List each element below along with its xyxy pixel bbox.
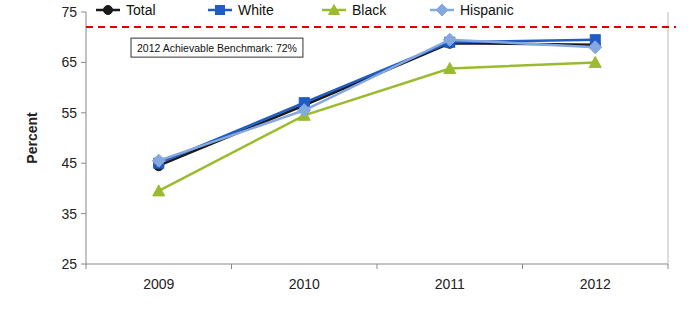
legend-marker bbox=[329, 5, 340, 15]
y-tick-label: 25 bbox=[61, 256, 77, 272]
chart: 25 35 45 55 65 75 Percent 2009 2010 2011 2012 2012 … bbox=[0, 0, 690, 309]
series-line bbox=[159, 43, 596, 165]
series-line bbox=[159, 40, 596, 163]
y-tick bbox=[81, 213, 86, 214]
y-tick-label: 35 bbox=[61, 206, 77, 222]
benchmark-line bbox=[86, 26, 676, 28]
marker bbox=[444, 62, 456, 73]
frame-right bbox=[668, 12, 669, 264]
x-tick-label: 2009 bbox=[143, 276, 174, 292]
y-tick bbox=[81, 163, 86, 164]
x-divider bbox=[668, 264, 669, 269]
series-line bbox=[159, 40, 596, 161]
legend-marker bbox=[436, 4, 448, 16]
marker bbox=[589, 56, 601, 67]
marker bbox=[298, 104, 311, 117]
marker bbox=[153, 185, 165, 196]
marker bbox=[589, 41, 602, 54]
legend-label: Hispanic bbox=[460, 2, 514, 18]
x-divider bbox=[86, 264, 87, 269]
legend-label: Total bbox=[126, 2, 156, 18]
x-divider bbox=[231, 264, 232, 269]
y-tick bbox=[81, 112, 86, 113]
marker bbox=[152, 154, 165, 167]
y-axis bbox=[86, 12, 87, 264]
y-tick-label: 75 bbox=[61, 4, 77, 20]
y-tick-label: 55 bbox=[61, 105, 77, 121]
y-tick-label: 65 bbox=[61, 54, 77, 70]
plot-area bbox=[152, 33, 602, 196]
legend-label: Black bbox=[352, 2, 387, 18]
x-divider bbox=[377, 264, 378, 269]
y-tick-label: 45 bbox=[61, 155, 77, 171]
legend-label: White bbox=[238, 2, 274, 18]
y-tick bbox=[81, 12, 86, 13]
marker bbox=[443, 33, 456, 46]
x-tick-label: 2011 bbox=[435, 276, 465, 292]
legend-marker bbox=[216, 6, 225, 15]
legend-marker bbox=[104, 6, 113, 15]
y-tick bbox=[81, 62, 86, 63]
series-line bbox=[159, 62, 596, 191]
benchmark-label: 2012 Achievable Benchmark: 72% bbox=[137, 42, 297, 54]
x-tick-label: 2012 bbox=[580, 276, 611, 292]
x-tick-label: 2010 bbox=[289, 276, 320, 292]
y-tick bbox=[81, 264, 86, 265]
x-divider bbox=[522, 264, 523, 269]
y-axis-title: Percent bbox=[24, 112, 40, 164]
benchmark-box bbox=[131, 38, 303, 57]
benchmark-group bbox=[86, 27, 676, 28]
